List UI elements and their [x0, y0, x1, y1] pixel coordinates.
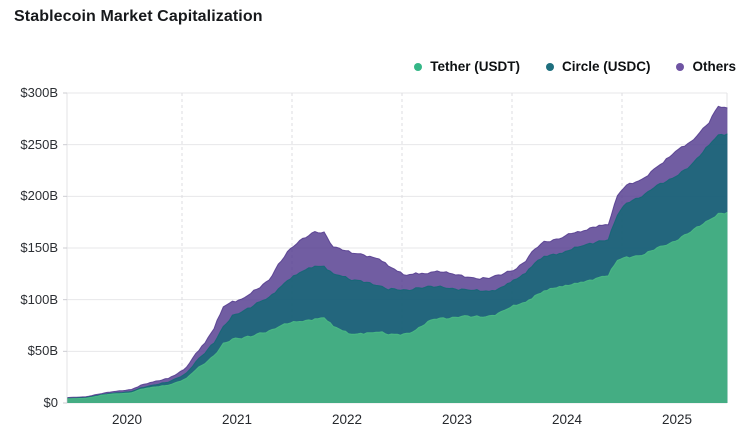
x-axis-label: 2021: [221, 412, 253, 427]
page-title: Stablecoin Market Capitalization: [14, 8, 263, 25]
y-axis-label: $200B: [20, 188, 58, 204]
x-axis-label: 2025: [661, 412, 693, 427]
area-others-edge: [67, 105, 728, 399]
area-tether-usdt-edge: [67, 211, 728, 400]
area-circle-usdc-edge: [67, 133, 728, 399]
y-axis-label: $300B: [20, 85, 58, 100]
chart-legend: Tether (USDT) Circle (USDC) Others: [414, 59, 736, 74]
area-tether-usdt: [67, 212, 728, 403]
legend-item-circle-usdc[interactable]: Circle (USDC): [545, 59, 651, 74]
x-axis-label: 2023: [441, 412, 473, 427]
x-axis-label: 2022: [331, 412, 363, 427]
y-axis-label: $250B: [20, 136, 58, 152]
legend-dot-circle-icon: [545, 62, 554, 71]
legend-dot-others-icon: [676, 62, 685, 71]
legend-label-circle: Circle (USDC): [561, 59, 651, 74]
legend-label-tether: Tether (USDT): [430, 59, 520, 74]
x-axis-label: 2024: [551, 412, 583, 427]
legend-dot-tether-icon: [414, 62, 423, 71]
y-axis-label: $150B: [20, 240, 58, 255]
y-axis-label: $50B: [27, 343, 58, 359]
legend-item-others[interactable]: Others: [676, 59, 736, 74]
y-axis-label: $100B: [20, 291, 58, 307]
legend-label-others: Others: [692, 59, 736, 74]
y-axis-label: $0: [43, 395, 58, 410]
x-axis-label: 2020: [111, 412, 143, 427]
legend-item-tether-usdt[interactable]: Tether (USDT): [414, 59, 520, 74]
